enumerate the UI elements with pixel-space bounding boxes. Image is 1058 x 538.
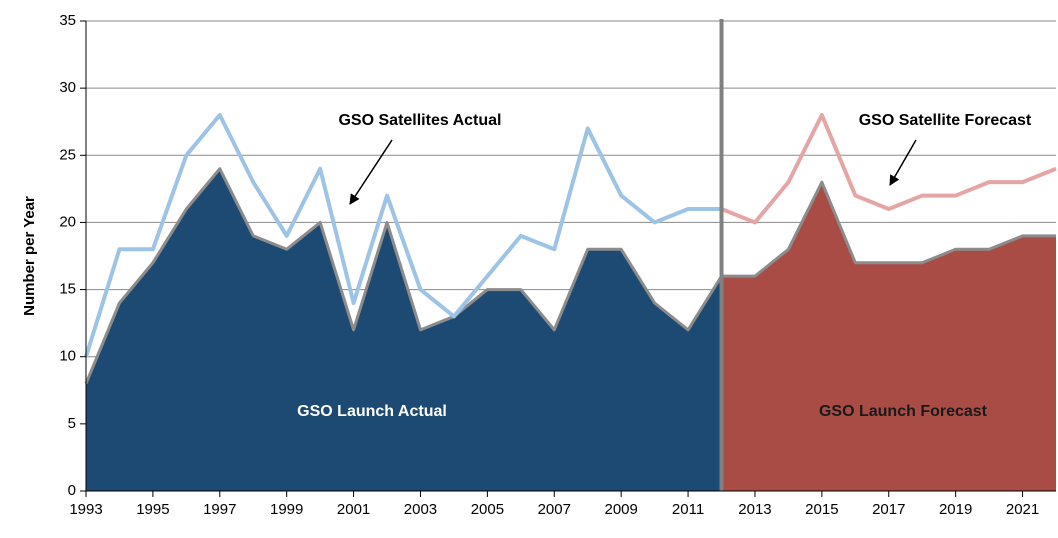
x-tick-label: 2007 xyxy=(538,501,571,518)
x-tick-label: 2001 xyxy=(337,501,370,518)
y-tick-label: 0 xyxy=(68,482,76,499)
annotation: GSO Launch Forecast xyxy=(819,403,988,420)
annotation: GSO Satellite Forecast xyxy=(859,112,1032,129)
x-tick-label: 2003 xyxy=(404,501,437,518)
x-tick-label: 2011 xyxy=(672,501,704,518)
x-tick-label: 1993 xyxy=(69,501,102,518)
y-tick-label: 15 xyxy=(59,281,76,298)
x-tick-label: 1999 xyxy=(270,501,303,518)
x-tick-label: 1995 xyxy=(136,501,169,518)
y-axis-label: Number per Year xyxy=(21,196,38,316)
x-tick-label: 2005 xyxy=(471,501,504,518)
x-tick-label: 2015 xyxy=(805,501,838,518)
x-tick-label: 1997 xyxy=(203,501,236,518)
y-tick-label: 5 xyxy=(68,415,76,432)
area xyxy=(721,182,1056,491)
y-tick-label: 25 xyxy=(59,146,76,163)
x-tick-label: 2013 xyxy=(738,501,771,518)
x-tick-label: 2017 xyxy=(872,501,905,518)
annotation: GSO Launch Actual xyxy=(297,403,447,420)
x-tick-label: 2019 xyxy=(939,501,972,518)
y-tick-label: 30 xyxy=(59,79,76,96)
area-outline xyxy=(84,167,723,385)
area xyxy=(86,168,722,491)
y-tick-label: 20 xyxy=(59,213,76,230)
line xyxy=(84,113,722,358)
area-outline xyxy=(721,180,1056,278)
x-tick-label: 2021 xyxy=(1006,501,1039,518)
annotation-arrow xyxy=(889,139,917,186)
annotation: GSO Satellites Actual xyxy=(338,112,501,129)
line xyxy=(720,113,1057,225)
y-tick-label: 10 xyxy=(59,348,76,365)
x-tick-label: 2009 xyxy=(604,501,637,518)
annotation-arrow xyxy=(349,139,393,205)
y-tick-label: 35 xyxy=(59,12,76,29)
